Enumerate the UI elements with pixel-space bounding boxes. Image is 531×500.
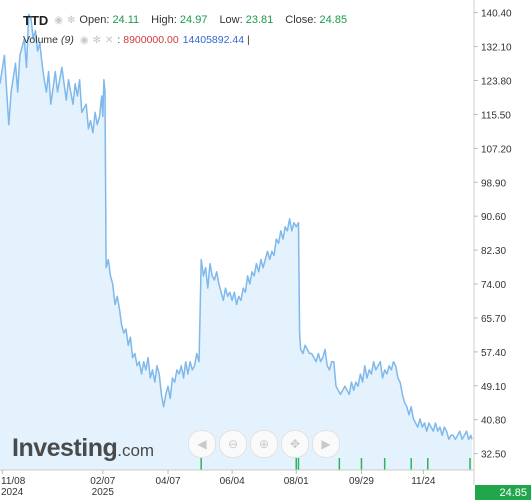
y-tick-label: 107.20 <box>481 144 512 155</box>
y-tick-label: 90.60 <box>481 212 506 223</box>
investing-logo: Investing .com <box>12 434 154 468</box>
close-label: Close: <box>285 14 317 26</box>
y-tick-label: 115.50 <box>481 110 511 121</box>
gear-icon[interactable]: ✻ <box>67 14 76 26</box>
logo-domain: .com <box>117 441 155 460</box>
y-tick-label: 57.40 <box>481 348 506 359</box>
volume-separator: : <box>117 34 121 46</box>
x-tick-label: 08/01 <box>284 476 309 487</box>
price-line <box>0 13 473 441</box>
volume-label: Volume <box>23 34 59 46</box>
low-value: 23.81 <box>245 14 274 26</box>
y-tick-label: 65.70 <box>481 314 506 325</box>
high-label: High: <box>151 14 177 26</box>
price-area-fill <box>0 14 472 471</box>
y-tick-label: 74.00 <box>481 280 506 291</box>
x-tick-label: 11/24 <box>411 476 436 487</box>
y-tick-label: 49.10 <box>481 382 506 393</box>
close-icon[interactable]: ✕ <box>105 34 114 46</box>
x-tick-year-label: 2025 <box>92 487 115 498</box>
x-tick-label: 02/07 <box>90 476 115 487</box>
zoom-in-icon[interactable]: ⊕ <box>250 430 278 458</box>
volume-value-2: 14405892.44 <box>182 34 245 46</box>
ohlc-header: TTD ◉ ✻ Open: 24.11 High: 24.97 Low: 23.… <box>23 10 359 30</box>
x-tick-label: 04/07 <box>156 476 181 487</box>
high-value: 24.97 <box>179 14 208 26</box>
open-label: Open: <box>79 14 110 26</box>
low-label: Low: <box>219 14 243 26</box>
back-icon[interactable]: ◀ <box>188 430 216 458</box>
x-tick-label: 09/29 <box>349 476 374 487</box>
volume-period: (9) <box>61 34 74 46</box>
symbol-label: TTD <box>23 12 49 28</box>
open-value: 24.11 <box>112 14 140 26</box>
eye-icon[interactable]: ◉ <box>79 34 89 46</box>
y-tick-label: 132.10 <box>481 43 512 54</box>
y-tick-label: 123.80 <box>481 77 512 88</box>
volume-value-1: 8900000.00 <box>123 34 179 46</box>
close-value: 24.85 <box>319 14 348 26</box>
y-tick-label: 82.30 <box>481 246 506 257</box>
forward-icon[interactable]: ▶ <box>312 430 340 458</box>
last-price-tag: 24.85 <box>475 485 531 500</box>
logo-main: Investing <box>12 434 118 462</box>
gear-icon[interactable]: ✻ <box>92 34 101 46</box>
zoom-out-icon[interactable]: ⊖ <box>219 430 247 458</box>
volume-cursor: | <box>247 34 250 46</box>
chart-navigation: ◀ ⊖ ⊕ ✥ ▶ <box>188 430 340 458</box>
x-tick-label: 06/04 <box>220 476 245 487</box>
x-tick-label: 11/08 <box>1 476 26 487</box>
eye-icon[interactable]: ◉ <box>54 14 64 26</box>
y-tick-label: 32.50 <box>481 450 506 461</box>
y-tick-label: 40.80 <box>481 416 506 427</box>
y-tick-label: 98.90 <box>481 178 506 189</box>
pan-icon[interactable]: ✥ <box>281 430 309 458</box>
y-tick-label: 140.40 <box>481 9 512 20</box>
volume-header: Volume (9) ◉ ✻ ✕ : 8900000.00 14405892.4… <box>23 32 250 48</box>
x-tick-year-label: 2024 <box>1 487 24 498</box>
